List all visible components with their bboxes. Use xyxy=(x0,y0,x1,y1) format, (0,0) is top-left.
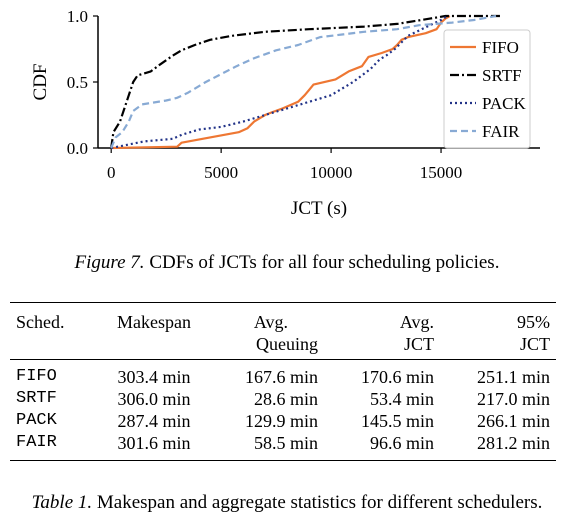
header-avg-jct: Avg. JCT xyxy=(399,312,434,354)
table-caption: Table 1. Makespan and aggregate statisti… xyxy=(0,492,574,514)
cell-avg-queuing: 167.6 min xyxy=(244,367,318,387)
y-axis-label: CDF xyxy=(30,64,51,101)
cell-scheduler: FAIR xyxy=(16,433,57,452)
cell-scheduler: SRTF xyxy=(16,389,57,408)
cell-avg-jct: 53.4 min xyxy=(369,389,434,409)
cell-95-jct: 281.2 min xyxy=(476,433,550,453)
table-row: FAIR 301.6 min 58.5 min 96.6 min 281.2 m… xyxy=(10,432,556,460)
cell-avg-jct: 145.5 min xyxy=(360,411,434,431)
x-tick-label: 0 xyxy=(107,163,116,182)
cell-avg-jct: 96.6 min xyxy=(369,433,434,453)
figure-caption: Figure 7. CDFs of JCTs for all four sche… xyxy=(0,252,574,274)
x-tick-label: 15000 xyxy=(420,163,463,182)
y-tick-label: 0.5 xyxy=(67,73,88,92)
cell-95-jct: 217.0 min xyxy=(476,389,550,409)
cell-avg-queuing: 28.6 min xyxy=(253,389,318,409)
y-tick-label: 1.0 xyxy=(67,7,88,26)
cell-makespan: 301.6 min xyxy=(117,433,191,453)
figure-caption-text: CDFs of JCTs for all four scheduling pol… xyxy=(144,252,500,273)
legend-box xyxy=(443,29,531,149)
cell-makespan: 303.4 min xyxy=(117,367,191,387)
header-makespan: Makespan xyxy=(117,312,191,332)
legend-label-srtf: SRTF xyxy=(482,66,522,85)
table-row: PACK 287.4 min 129.9 min 145.5 min 266.1… xyxy=(10,410,556,432)
cell-makespan: 306.0 min xyxy=(117,389,191,409)
legend-label-fifo: FIFO xyxy=(482,38,519,57)
chart-axes: 0 5000 10000 15000 0.0 0.5 1.0 JCT (s) CDF xyxy=(30,7,540,219)
table-header-row: Sched. Makespan Avg. Queuing Avg. JCT 95% J… xyxy=(10,303,556,360)
cell-scheduler: PACK xyxy=(16,411,57,430)
cell-avg-jct: 170.6 min xyxy=(360,367,434,387)
header-sched: Sched. xyxy=(16,312,65,332)
cell-95-jct: 251.1 min xyxy=(476,367,550,387)
chart-legend: FIFO SRTF PACK FAIR xyxy=(443,29,531,149)
series-line-pack xyxy=(110,15,449,150)
table-caption-text: Makespan and aggregate statistics for di… xyxy=(92,492,543,513)
x-tick-label: 5000 xyxy=(204,163,238,182)
header-avg-queuing: Avg. Queuing xyxy=(253,312,318,354)
table-row: SRTF 306.0 min 28.6 min 53.4 min 217.0 m… xyxy=(10,388,556,410)
header-95-jct: 95% JCT xyxy=(517,312,550,354)
table-caption-label: Table 1. xyxy=(31,492,93,513)
chart-series xyxy=(110,14,503,150)
x-axis-label: JCT (s) xyxy=(291,198,347,219)
x-tick-label: 10000 xyxy=(310,163,353,182)
series-line-fair xyxy=(110,14,497,149)
table-row: FIFO 303.4 min 167.6 min 170.6 min 251.1… xyxy=(10,360,556,389)
legend-label-fair: FAIR xyxy=(482,122,520,141)
legend-label-pack: PACK xyxy=(482,94,527,113)
series-line-srtf xyxy=(110,14,503,149)
cell-scheduler: FIFO xyxy=(16,367,57,386)
cell-makespan: 287.4 min xyxy=(117,411,191,431)
cell-avg-queuing: 129.9 min xyxy=(244,411,318,431)
stats-table: Sched. Makespan Avg. Queuing Avg. JCT 95% J… xyxy=(10,302,556,461)
cell-95-jct: 266.1 min xyxy=(476,411,550,431)
series-line-fifo xyxy=(111,15,451,150)
cdf-chart: 0 5000 10000 15000 0.0 0.5 1.0 JCT (s) CDF FIFO S… xyxy=(30,7,540,219)
y-tick-label: 0.0 xyxy=(67,139,88,158)
figure-caption-label: Figure 7. xyxy=(74,252,145,273)
cell-avg-queuing: 58.5 min xyxy=(253,433,318,453)
